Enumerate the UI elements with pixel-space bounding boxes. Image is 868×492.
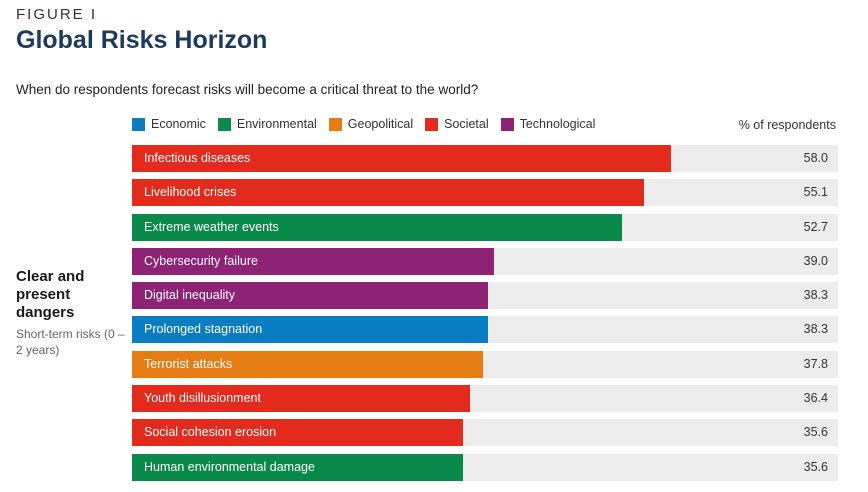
bar-value: 39.0	[803, 253, 828, 268]
bar	[132, 350, 484, 378]
bar	[132, 213, 622, 241]
bar-label: Livelihood crises	[144, 185, 237, 200]
legend-item-economic: Economic	[132, 117, 206, 131]
figure-label: FIGURE I	[16, 6, 98, 23]
legend-item-technological: Technological	[500, 117, 596, 131]
bar-label: Social cohesion erosion	[144, 425, 277, 440]
bar	[132, 419, 463, 447]
legend-swatch	[132, 117, 145, 131]
legend-swatch	[328, 117, 342, 131]
legend: Economic Environmental Geopolitical Societa…	[132, 117, 607, 131]
bar	[132, 247, 495, 275]
bar-row: Digital inequality 38.3	[132, 282, 838, 310]
bar-row: Prolonged stagnation 38.3	[132, 316, 838, 344]
bar-row: Youth disillusionment 36.4	[132, 385, 838, 413]
bar-rows: Infectious diseases 58.0 Livelihood crises…	[132, 145, 838, 488]
bar-value: 55.1	[803, 185, 828, 200]
bar-value: 38.3	[803, 322, 828, 337]
bar	[132, 145, 671, 172]
bar-value: 52.7	[803, 219, 828, 234]
side-title: Clear and present dangers	[16, 268, 85, 321]
bar-value: 35.6	[803, 425, 828, 440]
bar-label: Digital inequality	[144, 288, 236, 303]
bar-label: Youth disillusionment	[144, 391, 261, 406]
legend-label: Societal	[444, 117, 489, 131]
bar-label: Infectious diseases	[144, 151, 251, 165]
legend-label: Geopolitical	[347, 117, 414, 131]
bar-value: 37.8	[803, 356, 828, 371]
bar-label: Extreme weather events	[144, 219, 279, 234]
legend-item-geopolitical: Geopolitical	[328, 117, 414, 131]
legend-label: Economic	[151, 117, 206, 131]
chart-subtitle: When do respondents forecast risks will …	[16, 82, 479, 97]
legend-label: Environmental	[236, 117, 317, 131]
legend-swatch	[500, 117, 514, 131]
legend-swatch	[425, 117, 439, 131]
bar-row: Extreme weather events 52.7	[132, 213, 838, 241]
bar	[132, 385, 471, 413]
bar	[132, 282, 488, 310]
side-subtitle: Short-term risks (0 – 2 years)	[16, 327, 125, 357]
bar	[132, 453, 463, 481]
bar	[132, 179, 644, 207]
bar-row: Cybersecurity failure 39.0	[132, 247, 838, 275]
legend-item-societal: Societal	[425, 117, 489, 131]
legend-item-environmental: Environmental	[217, 117, 317, 131]
bar-label: Human environmental damage	[144, 459, 315, 474]
bar-label: Terrorist attacks	[144, 356, 233, 371]
bar-value: 38.3	[803, 288, 828, 303]
bar-label: Prolonged stagnation	[144, 322, 263, 337]
bar-row: Terrorist attacks 37.8	[132, 350, 838, 378]
bar-value: 35.6	[803, 459, 828, 474]
bar	[132, 316, 488, 344]
chart-title: Global Risks Horizon	[16, 26, 268, 54]
bar-value: 36.4	[803, 391, 828, 406]
bar-value: 58.0	[803, 151, 828, 165]
bar-row: Infectious diseases 58.0	[132, 145, 838, 172]
unit-label: % of respondents	[738, 118, 836, 132]
legend-swatch	[217, 117, 231, 131]
bar-row: Livelihood crises 55.1	[132, 179, 838, 207]
bar-label: Cybersecurity failure	[144, 253, 258, 268]
bar-row: Social cohesion erosion 35.6	[132, 419, 838, 447]
bar-row: Human environmental damage 35.6	[132, 453, 838, 481]
legend-label: Technological	[519, 117, 596, 131]
